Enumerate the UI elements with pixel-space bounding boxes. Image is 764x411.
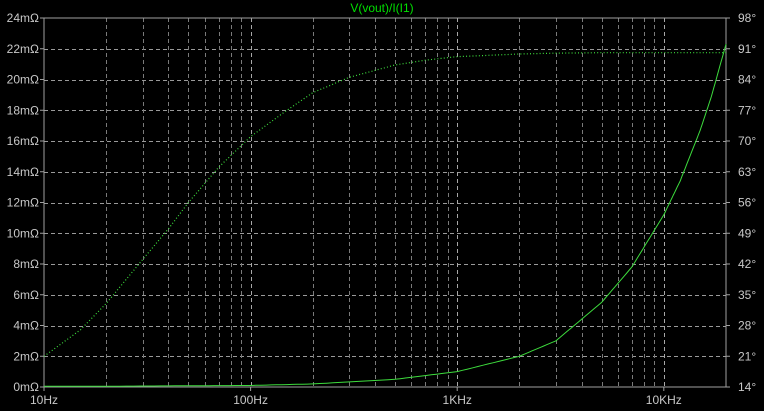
left-tick-label: 8mΩ [13, 257, 39, 271]
grid [44, 18, 726, 387]
x-tick-label: 1KHz [443, 393, 472, 407]
right-tick-label: 21° [738, 349, 756, 363]
left-tick-label: 10mΩ [7, 226, 39, 240]
axis-labels: 0mΩ 2mΩ 4mΩ 6mΩ 8mΩ 10mΩ 12mΩ 14mΩ 16mΩ 18mΩ 20mΩ 2… [7, 11, 757, 407]
plot-frame [44, 18, 726, 387]
left-tick-label: 24mΩ [7, 11, 39, 25]
magnitude-series-line [44, 44, 726, 386]
left-tick-label: 6mΩ [13, 288, 39, 302]
left-tick-label: 0mΩ [13, 380, 39, 394]
series-layer [44, 44, 726, 386]
left-tick-label: 20mΩ [7, 73, 39, 87]
right-tick-label: 70° [738, 134, 756, 148]
left-tick-label: 4mΩ [13, 319, 39, 333]
x-tick-label: 100Hz [233, 393, 268, 407]
right-tick-label: 77° [738, 103, 756, 117]
right-tick-label: 42° [738, 257, 756, 271]
right-tick-label: 35° [738, 288, 756, 302]
right-tick-label: 49° [738, 226, 756, 240]
left-tick-label: 2mΩ [13, 349, 39, 363]
right-tick-label: 91° [738, 42, 756, 56]
left-tick-label: 18mΩ [7, 103, 39, 117]
right-tick-label: 56° [738, 196, 756, 210]
phase-series-line [44, 53, 726, 357]
x-tick-label: 10KHz [646, 393, 682, 407]
left-tick-label: 14mΩ [7, 165, 39, 179]
left-tick-label: 12mΩ [7, 196, 39, 210]
left-tick-label: 22mΩ [7, 42, 39, 56]
right-tick-label: 63° [738, 165, 756, 179]
right-tick-label: 28° [738, 319, 756, 333]
right-tick-label: 98° [738, 11, 756, 25]
right-tick-label: 14° [738, 380, 756, 394]
chart-title: V(vout)/I(I1) [350, 1, 413, 15]
left-tick-label: 16mΩ [7, 134, 39, 148]
x-tick-label: 10Hz [30, 393, 58, 407]
right-tick-label: 84° [738, 73, 756, 87]
